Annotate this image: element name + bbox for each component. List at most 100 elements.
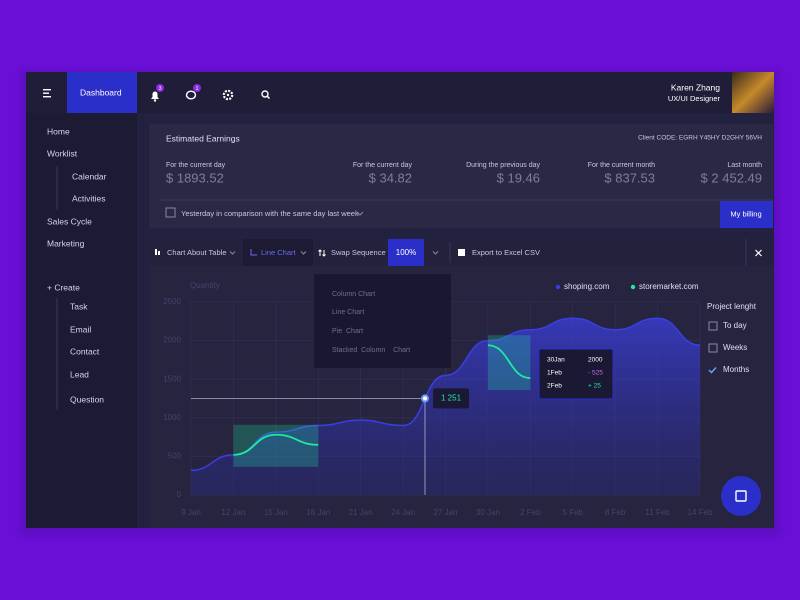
client-code: Client CODE: EGRH Y45HY D2GHY 56VH [638,135,762,142]
x-tick-label: 27 Jan [433,508,457,517]
dashboard-label: Dashboard [80,87,122,97]
badge-count: 3 [158,86,161,92]
stat-value: $ 2 452.49 [701,170,762,185]
sidebar-subitem[interactable]: Lead [70,369,89,379]
sidebar-item[interactable]: Marketing [47,238,85,248]
zoom-box[interactable] [388,239,424,266]
export-icon [458,249,465,256]
sidebar-item[interactable]: Sales Cycle [47,216,92,226]
y-tick-label: 2000 [163,336,181,345]
earnings-card [149,124,773,228]
bar-icon [155,249,157,255]
legend-swatch [555,284,561,290]
stat-value: $ 19.46 [497,170,540,185]
checkbox[interactable] [708,321,718,331]
option-label[interactable]: Months [723,365,749,374]
sidebar-item[interactable]: Worklist [47,148,78,158]
sidebar-create[interactable]: + Create [47,282,80,292]
legend-label: shoping.com [564,282,610,291]
sidebar-subitem[interactable]: Contact [70,346,100,356]
dropdown-item[interactable]: Column Chart [332,291,375,298]
tooltip-value: 2000 [588,357,603,364]
dashboard-tab[interactable] [67,72,137,113]
x-tick-label: 11 Feb [645,508,670,517]
chevron [356,211,364,216]
dropdown-item[interactable]: Stacked Column Chart [332,347,410,354]
zoom-label: 100% [396,248,416,257]
tooltip-value: + 25 [588,383,601,390]
save-icon [735,490,747,502]
badge [193,84,201,92]
tooltip-value: - 525 [588,370,603,377]
checkbox[interactable] [708,343,718,353]
earnings-title: Estimated Earnings [166,133,240,143]
sidebar-item[interactable]: Home [47,126,70,136]
top-bar [26,72,774,113]
avatar[interactable] [732,72,774,113]
lens [261,90,269,98]
user-name: Karen Zhang [671,82,720,92]
sidebar-subitem[interactable]: Task [70,301,88,311]
user-role: UX/UI Designer [668,94,721,103]
comparison[interactable]: Yesterday in comparison with the same da… [181,209,359,218]
tooltip [538,348,614,400]
gear-hub [226,93,230,97]
swap-icon [318,249,326,257]
table-button[interactable]: Chart About Table [167,248,227,257]
export-button[interactable]: Export to Excel CSV [472,248,540,257]
y-axis-label: Quantity [190,281,220,290]
billing-label: My billing [730,209,761,218]
x-tick-label: 9 Jan [181,508,201,517]
crosshair-point [421,394,429,403]
handle [266,95,271,100]
chat-bubble [185,90,197,100]
stat-label: For the current day [353,162,413,169]
stat-label: For the current month [588,162,655,169]
menu-icon[interactable] [43,89,51,98]
line-icon [250,249,257,256]
x-tick-label: 21 Jan [349,508,373,517]
legend-swatch [630,284,636,290]
gear [222,89,234,101]
x-tick-label: 12 Jan [221,508,245,517]
chat-icon[interactable]: 1 [185,84,202,100]
sidebar-item[interactable]: Activities [72,193,106,203]
billing-button[interactable] [720,201,773,228]
chevron [300,251,307,255]
stat-value: $ 837.53 [604,170,655,185]
badge-count: 1 [195,86,198,92]
highlight-box [233,424,319,467]
option-label[interactable]: Weeks [723,343,747,352]
swap-button[interactable]: Swap Sequence [331,248,386,257]
x-tick-label: 14 Feb [688,508,713,517]
search-icon[interactable] [261,90,271,100]
sidebar-subitem[interactable]: Email [70,324,91,334]
tooltip-date: 30Jan [547,357,565,364]
settings-icon[interactable] [222,89,234,101]
option-label[interactable]: To day [723,321,747,330]
x-tick-label: 18 Jan [306,508,330,517]
bell-icon[interactable]: 3 [151,84,164,102]
sidebar [26,113,137,528]
stat-value: $ 34.82 [369,170,412,185]
y-tick-label: 2500 [163,297,181,306]
dropdown-item[interactable]: Pie Chart [332,328,363,335]
save-button[interactable] [721,476,761,516]
stat-label: During the previous day [466,162,540,169]
close-button[interactable] [755,249,762,257]
y-tick-label: 1500 [163,374,181,383]
y-tick-label: 1000 [163,413,181,422]
project-length-title: Project lenght [707,302,757,311]
sidebar-item[interactable]: Calendar [72,171,107,181]
badge [156,84,164,92]
y-tick-label: 0 [177,490,182,499]
x-tick-label: 2 Feb [520,508,541,517]
menu-line [43,96,51,98]
menu-line [43,92,49,94]
checkmark[interactable] [708,366,717,374]
stat-value: $ 1893.52 [166,170,224,185]
x-tick-label: 30 Jan [476,508,500,517]
sidebar-subitem[interactable]: Question [70,394,104,404]
dropdown-item[interactable]: Line Chart [332,309,364,316]
